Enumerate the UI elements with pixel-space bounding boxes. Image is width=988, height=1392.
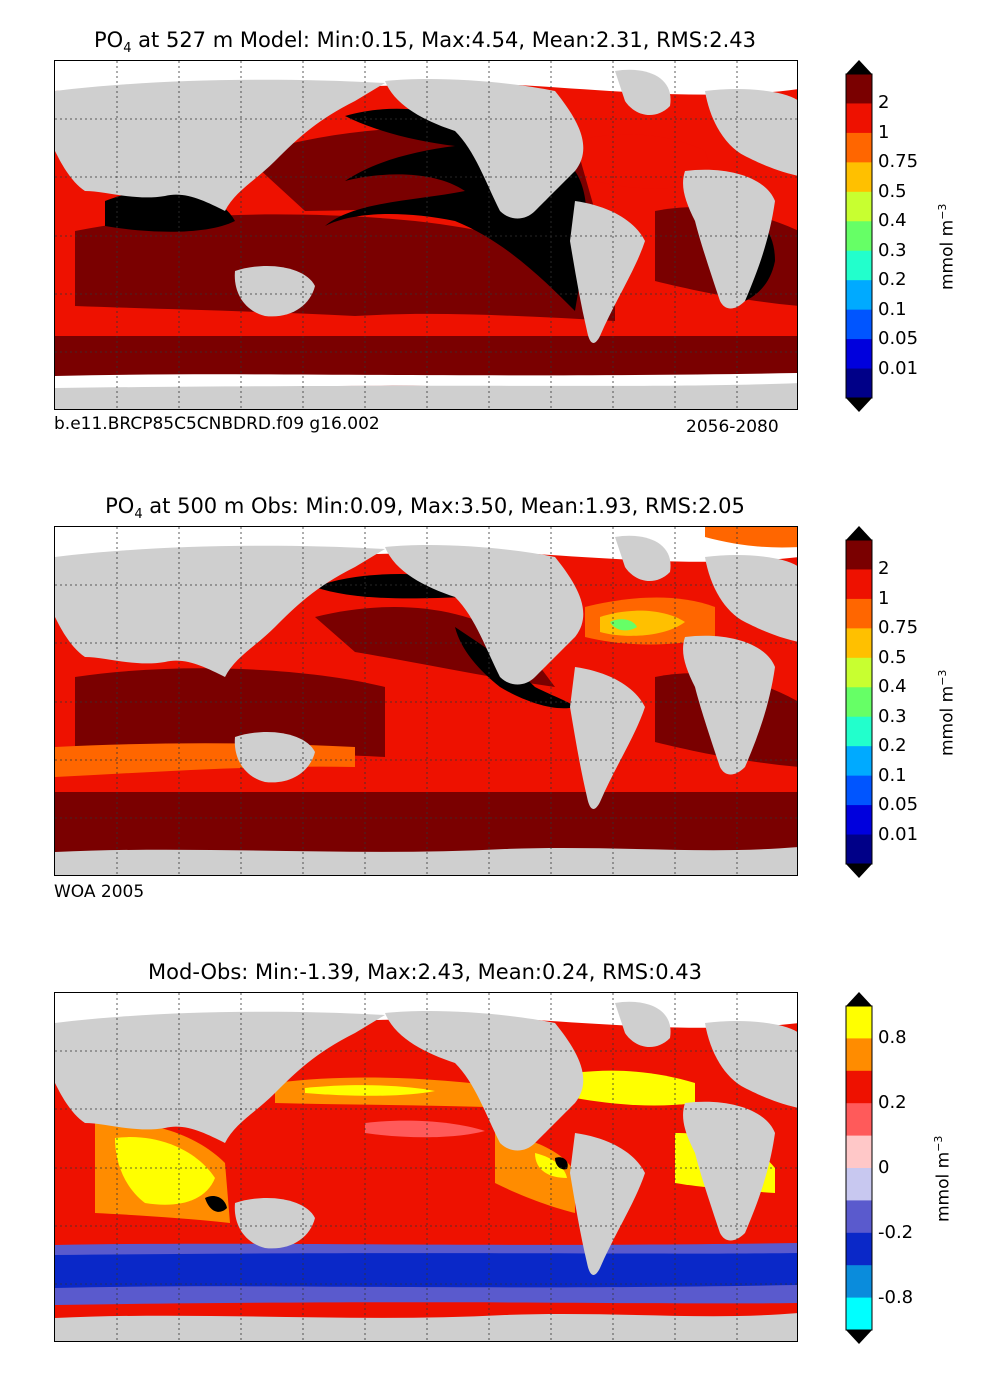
colorbar-swatch: [846, 368, 872, 399]
colorbar-swatch: [846, 1232, 872, 1266]
panel-title: Mod-Obs: Min:-1.39, Max:2.43, Mean:0.24,…: [0, 960, 850, 984]
colorbar-swatch: [846, 191, 872, 222]
colorbar-tick-label: 0.1: [878, 298, 907, 320]
colorbar-swatch: [846, 74, 872, 104]
colorbar-tick-label: 0.8: [878, 1027, 907, 1049]
colorbar-swatch: [846, 687, 872, 718]
colorbar-swatch: [846, 716, 872, 747]
title-subscript: 4: [123, 41, 132, 57]
colorbar-tick-label: 0.2: [878, 269, 907, 291]
colorbar-tick-label: 0.1: [878, 764, 907, 786]
colorbar-swatch: [846, 1200, 872, 1234]
colorbar-swatch: [846, 1103, 872, 1137]
colorbar-tick-label: 0.5: [878, 646, 907, 668]
colorbar-unit: mmol m−3: [936, 669, 958, 756]
colorbar-tick-label: 0: [878, 1157, 890, 1178]
colorbar-swatch: [846, 746, 872, 777]
colorbar-tick-label: 0.2: [878, 1092, 907, 1114]
title-text: at 500 m Obs: Min:0.09, Max:3.50, Mean:1…: [142, 494, 745, 518]
colorbar-swatch: [846, 598, 872, 629]
colorbar-swatch: [846, 1070, 872, 1104]
colorbar-extend-top: [846, 992, 872, 1006]
colorbar-swatch: [846, 1038, 872, 1072]
colorbar-swatch: [846, 1297, 872, 1331]
colorbar-swatch: [846, 657, 872, 688]
footer-left: b.e11.BRCP85C5CNBDRD.f09 g16.002: [54, 414, 380, 434]
colorbar-swatch: [846, 805, 872, 836]
colorbar-tick-label: 0.01: [878, 357, 919, 379]
colorbar-swatch: [846, 540, 872, 570]
colorbar-unit: mmol m−3: [932, 1135, 954, 1222]
colorbar-extend-top: [846, 526, 872, 540]
colorbar-swatch: [846, 221, 872, 252]
colorbar-swatch: [846, 132, 872, 163]
colorbar-swatch: [846, 339, 872, 370]
colorbar-outline: [845, 539, 873, 865]
title-prefix: PO: [105, 494, 135, 518]
colorbar-swatch: [846, 1135, 872, 1169]
colorbar-tick-label: 2: [878, 92, 890, 114]
colorbar-unit: mmol m−3: [936, 203, 958, 290]
footer-right: 2056-2080: [686, 417, 779, 437]
colorbar-difference: [845, 992, 873, 1344]
colorbar-tick-label: -0.8: [878, 1286, 914, 1308]
colorbar-swatch: [846, 569, 872, 600]
colorbar-tick-label: 0.75: [878, 617, 919, 639]
colorbar-tick-label: 0.05: [878, 328, 919, 350]
colorbar-tick-label: 1: [878, 121, 890, 143]
colorbar-tick-label: 0.4: [878, 676, 907, 698]
colorbar-tick-label: 0.75: [878, 151, 919, 173]
colorbar-swatch: [846, 103, 872, 134]
colorbar-tick-label: 0.3: [878, 239, 907, 261]
colorbar-tick-label: 0.01: [878, 823, 919, 845]
colorbar-swatch: [846, 1168, 872, 1201]
colorbar-extend-bottom: [846, 398, 872, 412]
colorbar-swatch: [846, 250, 872, 281]
colorbar-swatch: [846, 1006, 872, 1039]
panel-obs: PO4 at 500 m Obs: Min:0.09, Max:3.50, Me…: [0, 466, 988, 926]
title-prefix: PO: [94, 28, 124, 52]
colorbar-obs: [845, 526, 873, 878]
title-text: Mod-Obs: Min:-1.39, Max:2.43, Mean:0.24,…: [148, 960, 702, 984]
map-obs: [54, 526, 798, 876]
panel-difference: Mod-Obs: Min:-1.39, Max:2.43, Mean:0.24,…: [0, 932, 988, 1392]
title-subscript: 4: [134, 507, 143, 523]
colorbar-tick-label: -0.2: [878, 1221, 914, 1243]
colorbar-swatch: [846, 1265, 872, 1299]
colorbar-tick-label: 0.4: [878, 210, 907, 232]
colorbar-tick-label: 0.5: [878, 180, 907, 202]
colorbar-tick-label: 0.2: [878, 735, 907, 757]
colorbar-tick-label: 1: [878, 587, 890, 609]
map-difference: [54, 992, 798, 1342]
colorbar-swatch: [846, 162, 872, 193]
panel-title: PO4 at 500 m Obs: Min:0.09, Max:3.50, Me…: [0, 494, 850, 522]
colorbar-tick-label: 0.3: [878, 705, 907, 727]
colorbar-swatch: [846, 775, 872, 806]
colorbar-outline: [845, 1005, 873, 1331]
panel-model: PO4 at 527 m Model: Min:0.15, Max:4.54, …: [0, 0, 988, 460]
title-text: at 527 m Model: Min:0.15, Max:4.54, Mean…: [131, 28, 756, 52]
footer-left: WOA 2005: [54, 882, 145, 902]
colorbar-swatch: [846, 280, 872, 311]
colorbar-swatch: [846, 309, 872, 340]
panel-title: PO4 at 527 m Model: Min:0.15, Max:4.54, …: [0, 28, 850, 56]
colorbar-extend-bottom: [846, 864, 872, 878]
colorbar-model: [845, 60, 873, 412]
colorbar-outline: [845, 73, 873, 399]
colorbar-swatch: [846, 834, 872, 865]
colorbar-tick-label: 2: [878, 558, 890, 580]
colorbar-extend-bottom: [846, 1330, 872, 1344]
colorbar-extend-top: [846, 60, 872, 74]
colorbar-swatch: [846, 628, 872, 659]
colorbar-tick-label: 0.05: [878, 794, 919, 816]
map-model: [54, 60, 798, 410]
